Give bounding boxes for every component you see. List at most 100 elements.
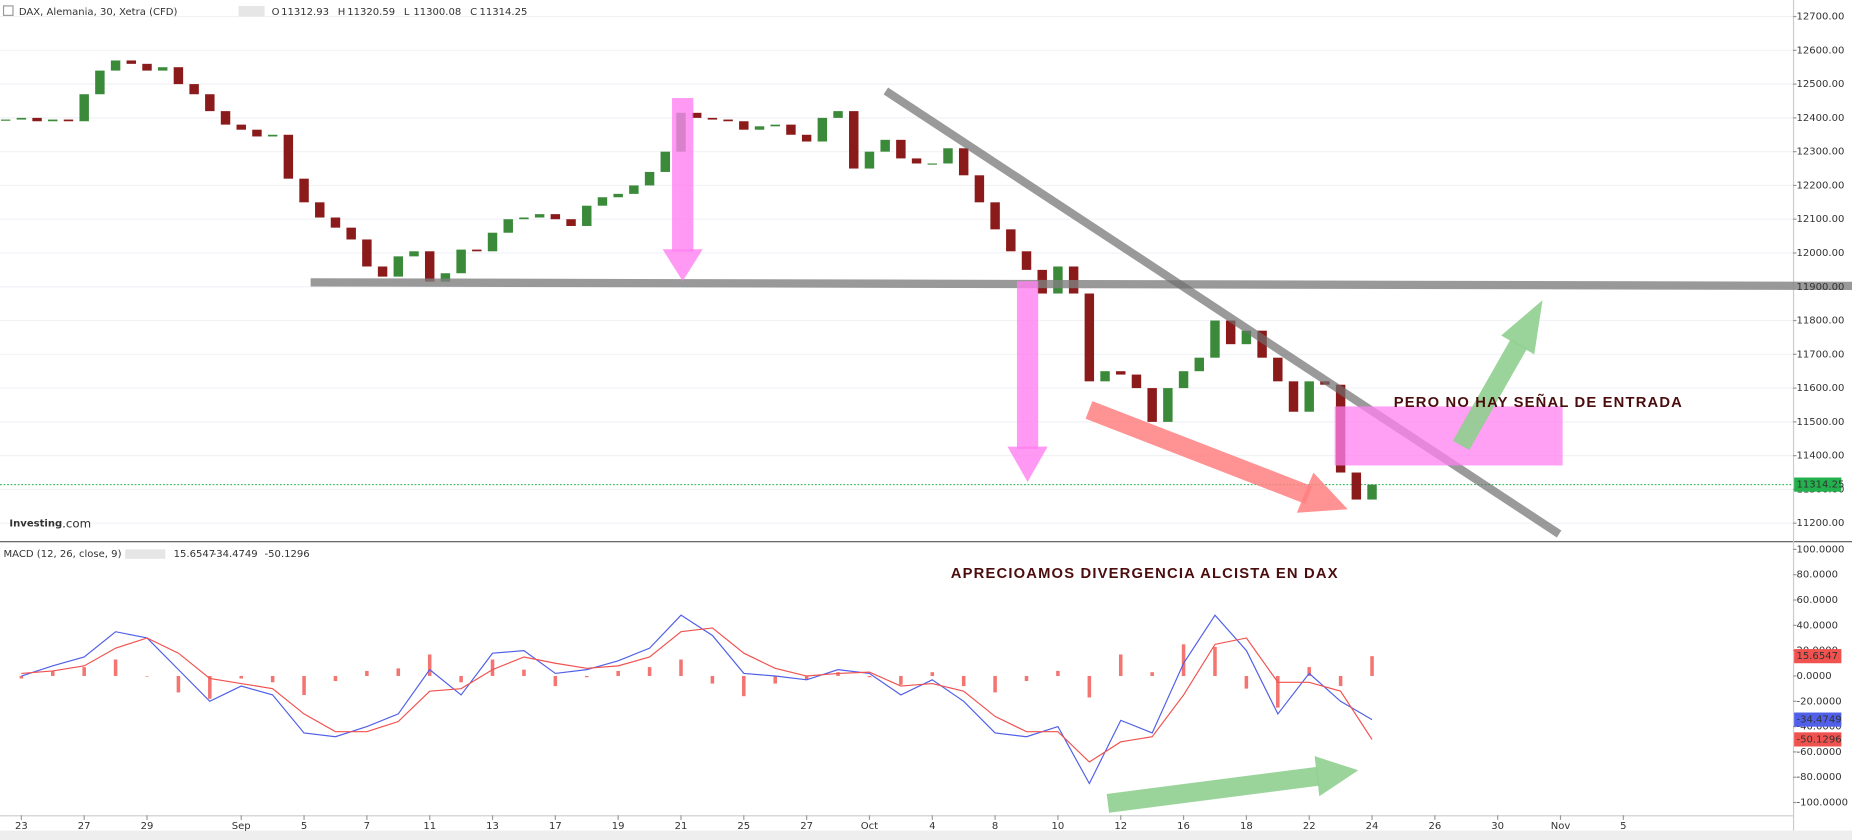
annotation: PERO NO HAY SEÑAL DE ENTRADA (1394, 393, 1683, 411)
histogram-bar (993, 675, 997, 693)
macd-legend-value: -34.4749 (213, 549, 258, 560)
ohlc-label: H (338, 7, 346, 18)
x-tick-label: 17 (549, 821, 562, 832)
y-tick-label: 11500.00 (1796, 417, 1844, 428)
candle (896, 139, 906, 159)
histogram-bar (208, 675, 212, 699)
candle (754, 126, 765, 130)
macd-value-label-bg (1794, 649, 1842, 664)
candle (566, 219, 576, 226)
histogram-bar (710, 675, 715, 684)
candle (472, 249, 482, 252)
histogram-bar (584, 675, 589, 678)
x-tick-label: 12 (1114, 821, 1127, 832)
histogram-bar (145, 675, 149, 677)
support-line (310, 278, 1852, 291)
arrow-head (662, 249, 703, 282)
x-tick-label: 29 (141, 821, 154, 832)
arrow-head (1314, 756, 1359, 797)
x-tick-label: 7 (364, 821, 370, 832)
candle (16, 117, 27, 120)
histogram-bar (459, 675, 463, 683)
candle (691, 112, 702, 118)
histogram-bar (1338, 675, 1343, 687)
candle (943, 148, 953, 164)
histogram-bar (113, 659, 118, 676)
candle (48, 119, 58, 122)
x-tick-label: 19 (612, 821, 625, 832)
logo: Investing.com (9, 516, 91, 530)
candle (267, 134, 278, 137)
candle (330, 217, 341, 228)
y-tick-label: -80.0000 (1796, 772, 1841, 783)
header-icons[interactable] (238, 5, 265, 17)
candle (534, 214, 545, 218)
histogram-bar (1056, 670, 1060, 676)
macd-line (21, 614, 1373, 785)
y-tick-label: 12200.00 (1796, 180, 1844, 191)
y-tick-label: 11800.00 (1796, 316, 1844, 327)
arrow-head (1007, 446, 1048, 483)
histogram-bar (1370, 656, 1374, 676)
histogram-bar (679, 659, 683, 676)
x-tick-label: 24 (1366, 821, 1379, 832)
candle (582, 205, 592, 226)
x-tick-label: Nov (1551, 821, 1571, 832)
macd-legend-value: 15.6547 (174, 549, 215, 560)
histogram-bar (522, 669, 526, 676)
macd-value-label: -34.4749 (1796, 715, 1841, 726)
x-tick-label: Oct (861, 821, 878, 832)
arrow-shaft (1016, 281, 1039, 449)
candle (1367, 484, 1377, 500)
x-tick-label: 26 (1428, 821, 1441, 832)
green-arrows (1106, 300, 1543, 813)
candle (409, 251, 419, 257)
candle (723, 119, 733, 122)
histogram-bar (239, 675, 244, 679)
candle (63, 119, 74, 122)
x-tick-label: 30 (1491, 821, 1504, 832)
x-tick-label: 13 (486, 821, 499, 832)
y-tick-label: 40.0000 (1796, 620, 1837, 631)
ohlc-label: O (272, 7, 280, 18)
candle (1351, 472, 1362, 500)
candle (770, 124, 780, 127)
arrow-head (1296, 472, 1348, 513)
candle (315, 202, 325, 218)
candle (644, 171, 655, 186)
y-tick-label: 12000.00 (1796, 248, 1844, 259)
histogram-bar (302, 675, 306, 695)
y-tick-label: 12400.00 (1796, 113, 1844, 124)
histogram-bar (19, 675, 24, 679)
bottom-toolbar (0, 830, 1852, 840)
candle (393, 256, 404, 277)
logo-text: .com (62, 516, 91, 530)
candle (346, 227, 356, 240)
candle (1288, 381, 1299, 412)
candle (958, 148, 969, 176)
histogram-bar (1150, 672, 1154, 676)
collapse-icon[interactable] (2, 5, 14, 16)
x-tick-label: 27 (800, 821, 813, 832)
histogram-bar (804, 675, 809, 680)
candle (817, 117, 828, 142)
candle (440, 273, 451, 282)
macd-value-label: 15.6547 (1796, 651, 1837, 662)
candle (833, 111, 843, 118)
histogram-bar (1181, 644, 1186, 676)
x-tick-label: 5 (1620, 821, 1626, 832)
x-tick-label: 4 (929, 821, 935, 832)
ohlc-label: C (470, 7, 477, 18)
histogram-bar (1276, 675, 1280, 708)
candle (550, 214, 561, 220)
candle (110, 60, 121, 71)
y-tick-label: -60.0000 (1796, 747, 1841, 758)
histogram-bar (1087, 675, 1092, 698)
candle (79, 94, 89, 122)
candle (786, 124, 796, 135)
macd-icons[interactable] (125, 549, 166, 559)
candle (739, 121, 749, 130)
candle (1194, 357, 1204, 372)
histogram-bar (773, 675, 777, 684)
logo-text: Investing (9, 518, 62, 529)
